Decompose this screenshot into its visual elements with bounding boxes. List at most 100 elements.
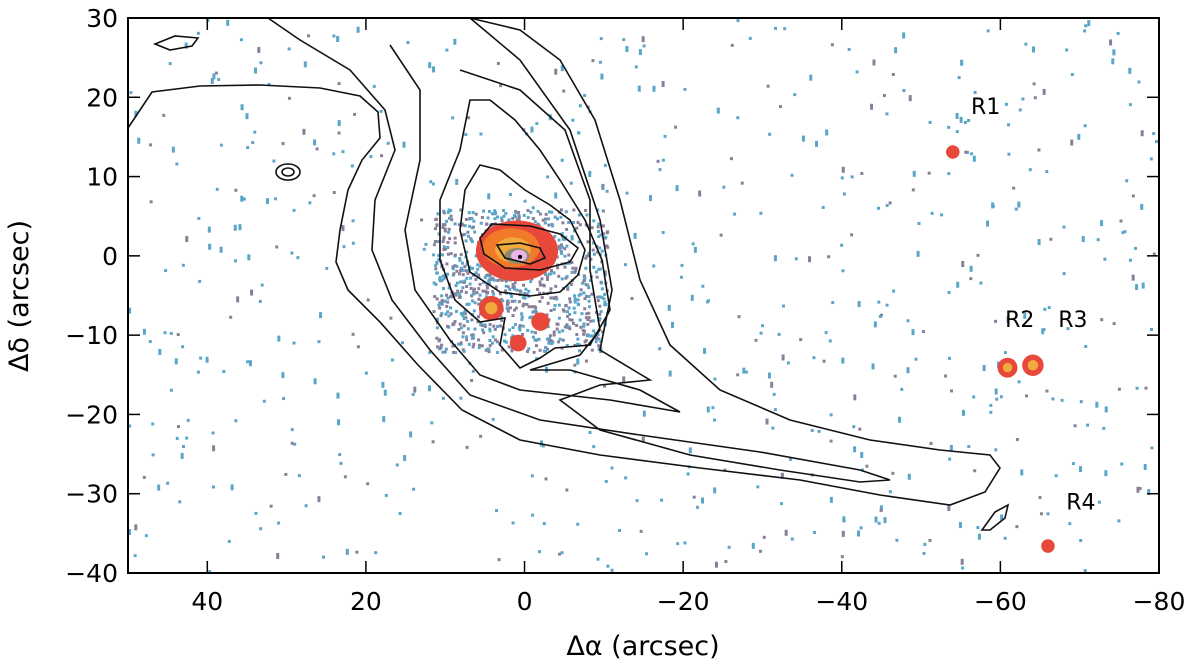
noise-pixel — [356, 26, 360, 33]
noise-pixel — [578, 343, 582, 347]
noise-pixel — [860, 451, 864, 458]
noise-pixel — [1083, 569, 1087, 573]
noise-pixel — [470, 240, 474, 244]
noise-pixel — [976, 526, 980, 530]
noise-pixel — [547, 210, 551, 214]
noise-pixel — [464, 217, 468, 221]
noise-pixel — [297, 474, 301, 478]
noise-pixel — [841, 269, 845, 273]
noise-pixel — [589, 279, 593, 283]
noise-pixel — [563, 325, 567, 329]
noise-pixel — [783, 27, 787, 31]
noise-pixel — [383, 389, 387, 396]
noise-pixel — [1086, 423, 1090, 427]
noise-pixel — [606, 564, 610, 568]
noise-pixel — [566, 287, 570, 291]
noise-pixel — [543, 221, 547, 225]
noise-pixel — [576, 337, 580, 341]
noise-pixel — [440, 253, 444, 257]
noise-pixel — [337, 120, 341, 127]
noise-pixel — [557, 303, 561, 307]
noise-pixel — [1043, 307, 1047, 311]
noise-pixel — [597, 235, 601, 239]
noise-pixel — [449, 252, 453, 256]
noise-pixel — [576, 358, 580, 365]
noise-pixel — [1140, 203, 1144, 210]
noise-pixel — [353, 112, 357, 116]
noise-pixel — [586, 318, 590, 322]
noise-pixel — [558, 247, 562, 251]
noise-pixel — [162, 113, 166, 117]
noise-pixel — [1087, 20, 1091, 27]
noise-pixel — [603, 320, 607, 324]
noise-pixel — [465, 338, 469, 342]
noise-pixel — [386, 141, 390, 145]
noise-pixel — [485, 286, 489, 290]
noise-pixel — [436, 212, 440, 216]
noise-pixel — [969, 265, 973, 272]
noise-pixel — [236, 296, 240, 303]
noise-pixel — [441, 350, 445, 354]
noise-pixel — [698, 190, 702, 197]
y-tick-label: −40 — [65, 559, 118, 588]
contour-island-inner — [281, 167, 295, 177]
noise-pixel — [859, 526, 863, 530]
noise-pixel — [927, 171, 931, 175]
noise-pixel — [549, 290, 553, 294]
noise-pixel — [546, 337, 550, 341]
noise-pixel — [701, 284, 705, 288]
noise-pixel — [513, 322, 517, 326]
noise-pixel — [547, 337, 551, 341]
noise-pixel — [1120, 462, 1124, 466]
noise-pixel — [174, 358, 178, 365]
noise-pixel — [267, 82, 271, 86]
noise-pixel — [961, 566, 965, 570]
noise-pixel — [374, 551, 378, 555]
noise-pixel — [1097, 500, 1101, 504]
noise-pixel — [471, 211, 475, 215]
noise-pixel — [210, 78, 214, 85]
noise-pixel — [422, 247, 426, 251]
noise-pixel — [134, 524, 138, 531]
noise-pixel — [572, 208, 576, 212]
noise-pixel — [1006, 316, 1010, 323]
noise-pixel — [770, 381, 774, 388]
noise-pixel — [572, 294, 576, 298]
noise-pixel — [567, 259, 571, 263]
noise-pixel — [982, 365, 986, 372]
noise-pixel — [461, 311, 465, 315]
contour-3 — [389, 44, 681, 413]
noise-pixel — [722, 185, 726, 189]
noise-pixel — [246, 146, 250, 150]
noise-pixel — [478, 264, 482, 268]
noise-pixel — [507, 345, 511, 349]
noise-pixel — [586, 333, 590, 337]
noise-pixel — [438, 306, 442, 310]
noise-pixel — [443, 350, 447, 354]
noise-pixel — [929, 441, 933, 445]
noise-pixel — [454, 309, 458, 313]
noise-pixel — [552, 296, 556, 300]
noise-pixel — [591, 248, 595, 252]
noise-pixel — [511, 326, 515, 330]
noise-pixel — [549, 269, 553, 273]
noise-pixel — [602, 297, 606, 301]
noise-pixel — [1004, 102, 1008, 106]
noise-pixel — [465, 284, 469, 288]
noise-pixel — [736, 19, 740, 23]
noise-pixel — [467, 116, 471, 120]
noise-pixel — [137, 137, 141, 144]
noise-pixel — [885, 203, 889, 207]
noise-pixel — [538, 283, 542, 287]
noise-pixel — [504, 340, 508, 344]
y-tick-label: −20 — [65, 400, 118, 429]
noise-pixel — [865, 464, 869, 468]
noise-pixel — [128, 307, 132, 314]
noise-pixel — [623, 263, 627, 267]
noise-pixel — [382, 416, 386, 423]
noise-pixel — [556, 266, 560, 270]
noise-pixel — [437, 258, 441, 262]
noise-pixel — [480, 344, 484, 348]
noise-pixel — [947, 356, 951, 360]
